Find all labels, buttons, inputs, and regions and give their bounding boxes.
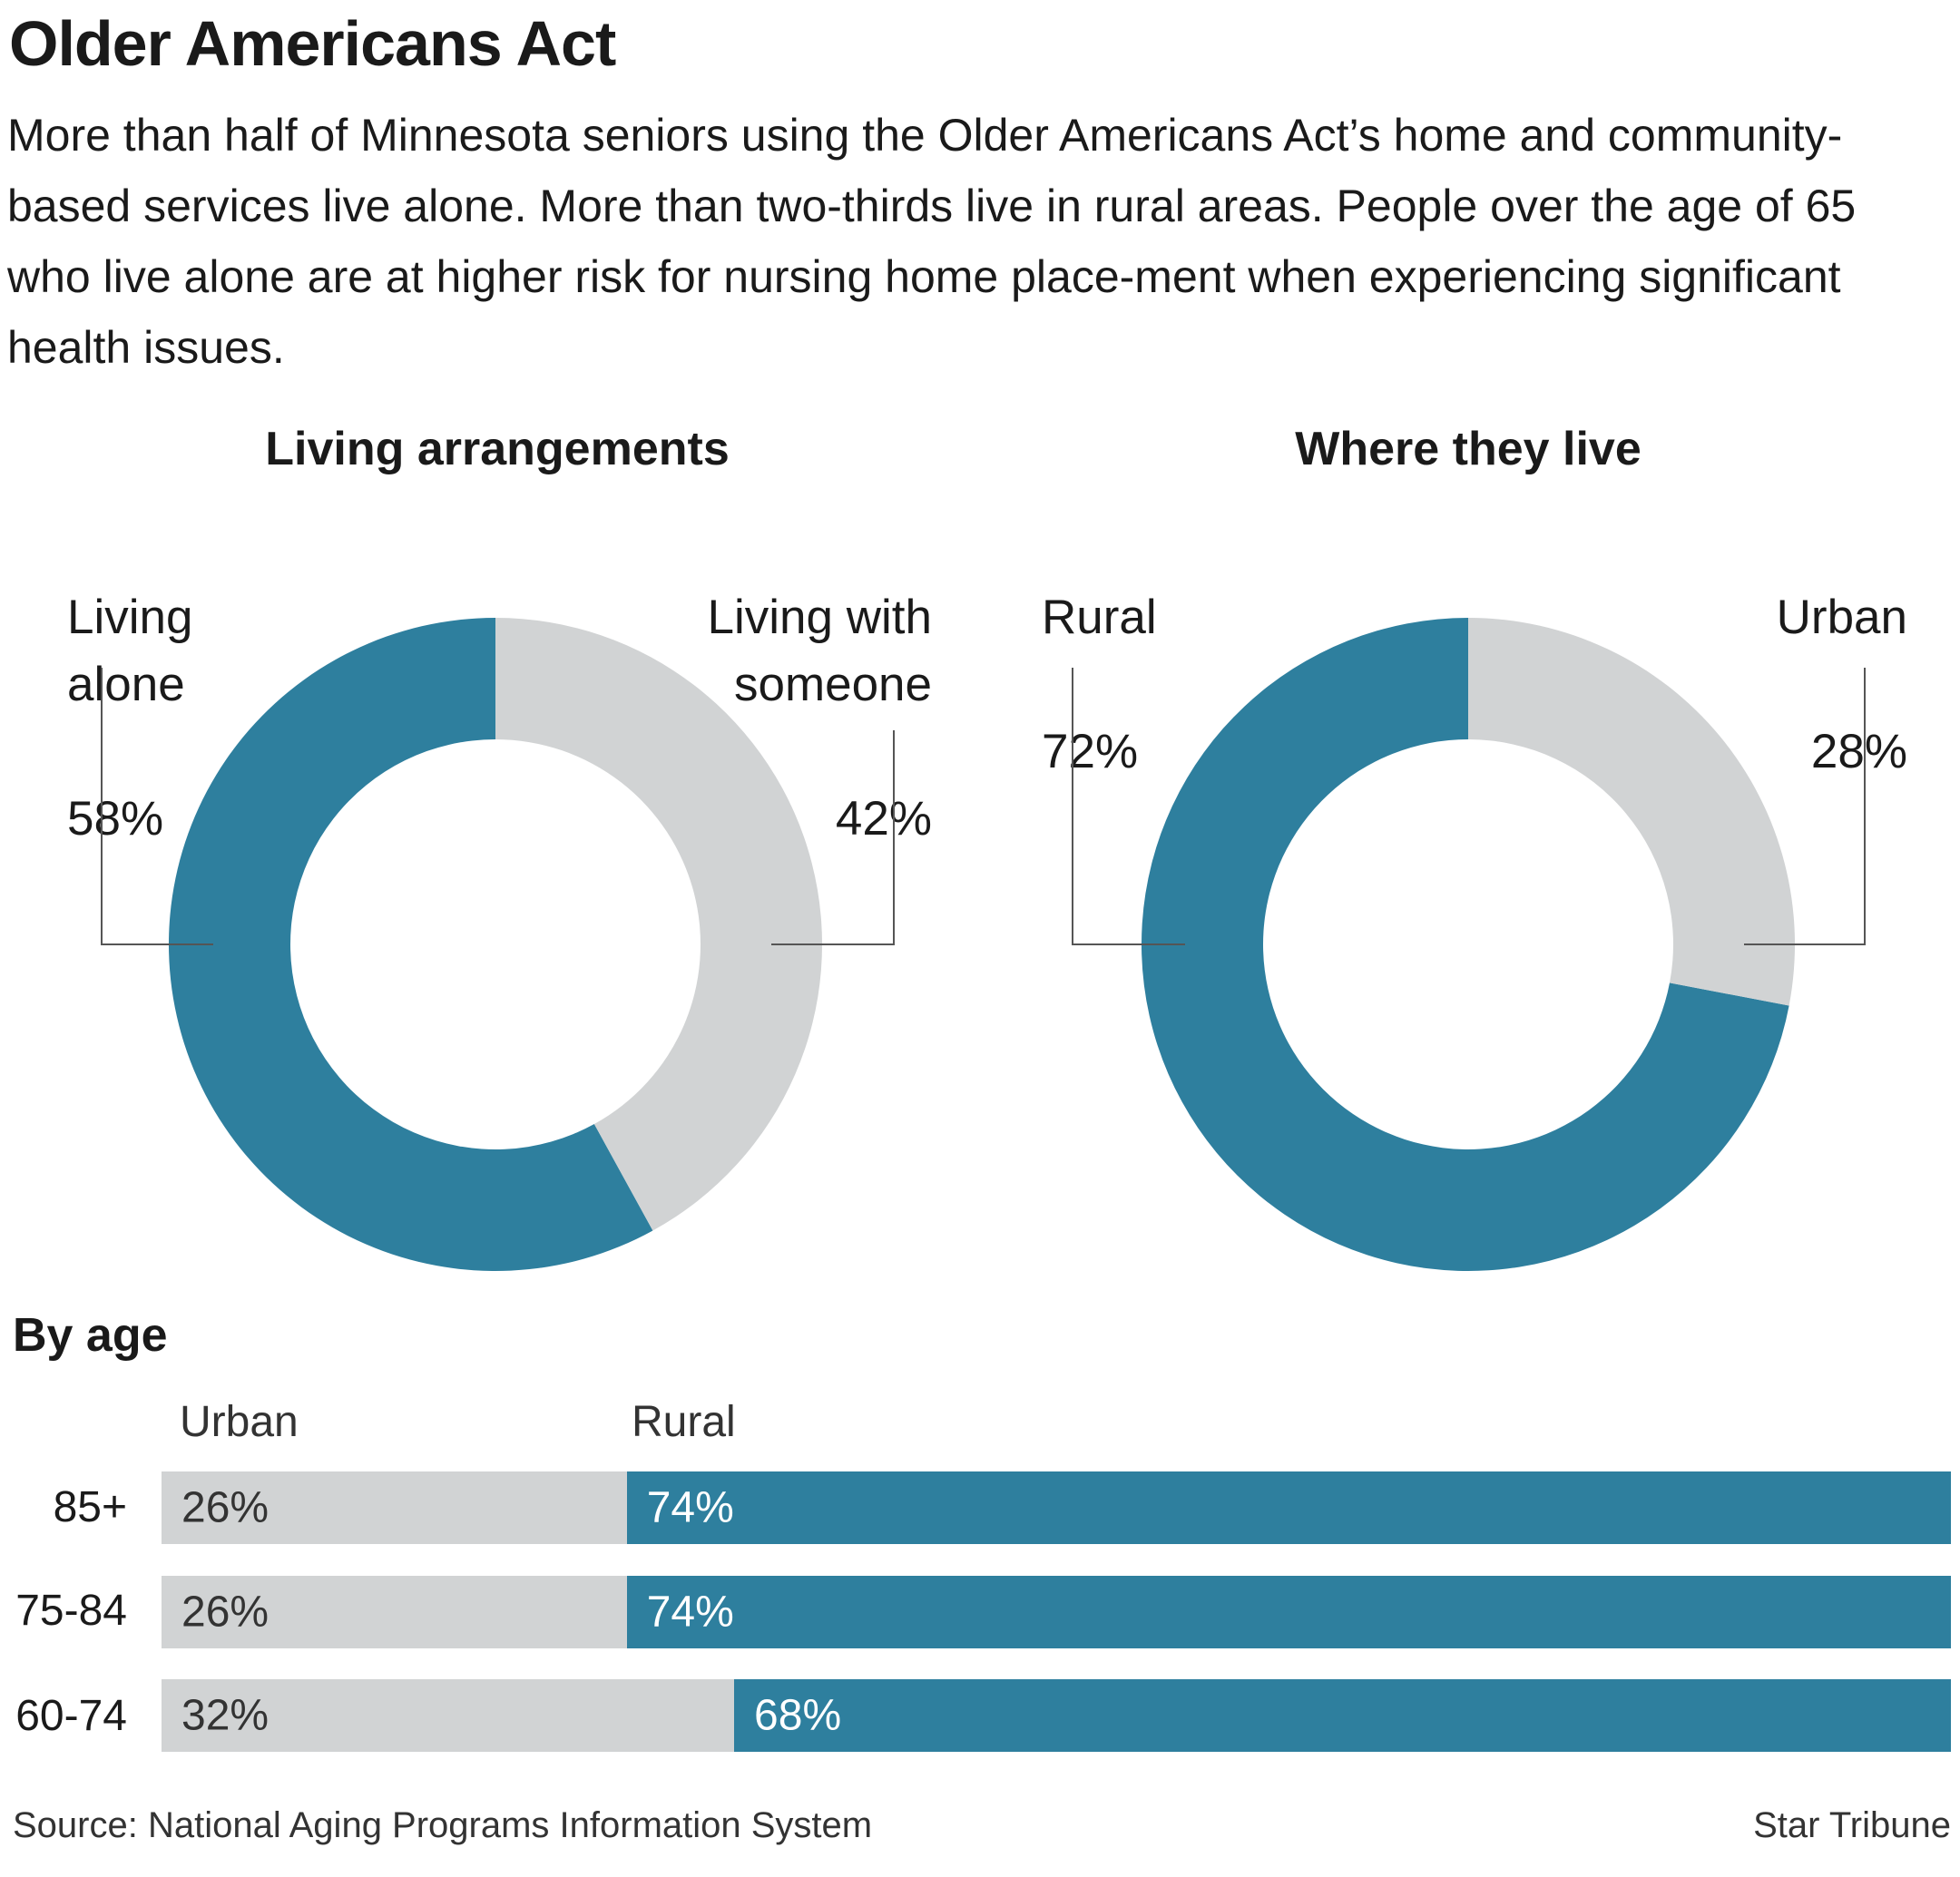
leader-line — [771, 730, 895, 945]
bar-rural-value: 74% — [646, 1483, 734, 1532]
leader-line — [1072, 668, 1185, 945]
donut-where-title: Where they live — [1295, 423, 1642, 475]
donut-slice-1-0 — [1142, 618, 1789, 1272]
row-label-75-84: 75-84 — [15, 1587, 127, 1635]
bar-row-75-84: 26% 74% — [162, 1576, 1951, 1648]
slice-label-text: Urban — [1776, 591, 1907, 644]
donut-charts — [101, 618, 1866, 1272]
column-header-urban: Urban — [180, 1398, 299, 1446]
bar-urban-value: 32% — [181, 1691, 270, 1740]
donut-slice-0-0 — [169, 618, 653, 1271]
donut-where-label-rural: Rural 72% — [1042, 517, 1157, 786]
source-note: Source: National Aging Programs Informat… — [13, 1805, 873, 1845]
slice-value-text: 42% — [835, 792, 932, 846]
intro-text: More than half of Minnesota seniors usin… — [7, 110, 1857, 373]
donut-where-label-urban: Urban 28% — [1777, 517, 1907, 786]
bar-urban-value: 26% — [181, 1483, 270, 1532]
by-age-title: By age — [13, 1309, 168, 1362]
donut-living-label-with: Living with someone 42% — [708, 517, 932, 853]
donut-living-label-alone: Living alone 58% — [67, 517, 192, 853]
slice-label-text: Living alone — [67, 591, 193, 711]
page-title: Older Americans Act — [9, 8, 616, 79]
bar-rural-segment: 74% — [626, 1576, 1951, 1648]
bar-row-60-74: 32% 68% — [162, 1679, 1951, 1752]
bar-rural-value: 68% — [754, 1691, 842, 1740]
bar-urban-value: 26% — [181, 1588, 270, 1637]
bar-row-85: 26% 74% — [162, 1471, 1951, 1544]
donut-living-title: Living arrangements — [265, 423, 730, 475]
slice-value-text: 28% — [1810, 725, 1907, 778]
slice-label-text: Living with someone — [707, 591, 932, 711]
leader-line — [101, 668, 213, 945]
slice-value-text: 58% — [67, 792, 164, 846]
row-label-85: 85+ — [53, 1483, 127, 1531]
credit-note: Star Tribune — [1753, 1805, 1951, 1845]
slice-label-text: Rural — [1042, 591, 1157, 644]
bar-rural-segment: 74% — [626, 1471, 1951, 1544]
column-header-rural: Rural — [632, 1398, 736, 1446]
bar-rural-segment: 68% — [734, 1679, 1951, 1752]
leader-line — [1744, 668, 1866, 945]
donut-slice-1-1 — [1468, 618, 1795, 1006]
row-label-60-74: 60-74 — [15, 1692, 127, 1740]
slice-value-text: 72% — [1042, 725, 1139, 778]
bar-rural-value: 74% — [646, 1588, 734, 1637]
donut-slice-0-1 — [495, 618, 823, 1231]
